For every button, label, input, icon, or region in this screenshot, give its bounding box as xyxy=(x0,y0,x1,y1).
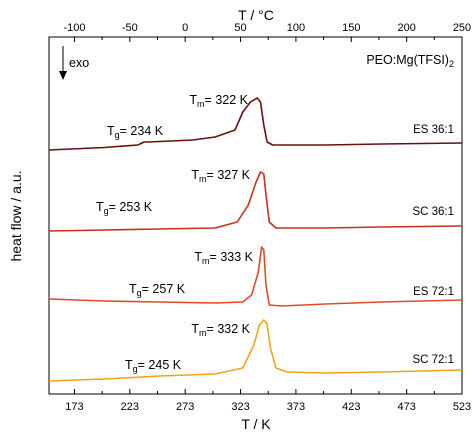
top-tick-label: -50 xyxy=(122,22,138,34)
tg-label-es72: Tg= 257 K xyxy=(129,282,186,298)
series-line-3 xyxy=(48,319,463,382)
exo-arrow xyxy=(59,46,67,80)
x-tick-label: 323 xyxy=(231,401,249,413)
x-tick-label: 473 xyxy=(397,401,415,413)
x-tick-label: 423 xyxy=(342,401,360,413)
top-tick-label: 150 xyxy=(342,22,360,34)
x-tick-label: 373 xyxy=(287,401,305,413)
tm-label-sc72: Tm= 332 K xyxy=(191,322,250,338)
series-line-1 xyxy=(48,171,463,232)
series-label-es36: ES 36:1 xyxy=(413,124,454,136)
tg-label-sc36: Tg= 253 K xyxy=(96,200,153,216)
top-tick-label: 250 xyxy=(453,22,471,34)
x-tick-label: 273 xyxy=(176,401,194,413)
top-tick-label: -100 xyxy=(63,22,85,34)
tg-label-es36: Tg= 234 K xyxy=(107,124,164,140)
top-tick-label: 100 xyxy=(287,22,305,34)
top-axis-title: T / °C xyxy=(238,7,274,23)
series-label-es72: ES 72:1 xyxy=(413,286,454,298)
x-tick-label: 523 xyxy=(453,401,471,413)
y-axis-title: heat flow / a.u. xyxy=(8,170,24,261)
plot-frame xyxy=(48,36,463,395)
curves xyxy=(48,97,463,382)
bottom-x-axis: 173 223 273 323 373 423 473 523 xyxy=(65,389,471,413)
tm-label-es72: Tm= 333 K xyxy=(194,250,253,266)
series-line-2 xyxy=(48,246,463,307)
top-tick-label: 0 xyxy=(182,22,188,34)
top-x-axis: -100 -50 0 50 100 150 200 250 xyxy=(63,22,471,42)
tm-annotations: Tm= 322 K Tm= 327 K Tm= 333 K Tm= 332 K xyxy=(189,93,253,338)
tg-annotations: Tg= 234 K Tg= 253 K Tg= 257 K Tg= 245 K xyxy=(96,124,186,374)
series-label-sc72: SC 72:1 xyxy=(412,354,454,366)
tm-label-sc36: Tm= 327 K xyxy=(191,168,250,184)
x-axis-title: T / K xyxy=(241,416,271,432)
top-tick-label: 200 xyxy=(397,22,415,34)
top-tick-label: 50 xyxy=(234,22,246,34)
x-tick-label: 173 xyxy=(65,401,83,413)
sample-label: PEO:Mg(TFSI)2 xyxy=(366,53,454,69)
tg-label-sc72: Tg= 245 K xyxy=(125,358,182,374)
series-label-sc36: SC 36:1 xyxy=(412,206,454,218)
x-tick-label: 223 xyxy=(121,401,139,413)
exo-label: exo xyxy=(69,56,89,70)
series-label-group: ES 36:1 SC 36:1 ES 72:1 SC 72:1 xyxy=(412,124,454,366)
series-line-0 xyxy=(48,97,463,151)
tm-label-es36: Tm= 322 K xyxy=(189,93,248,109)
